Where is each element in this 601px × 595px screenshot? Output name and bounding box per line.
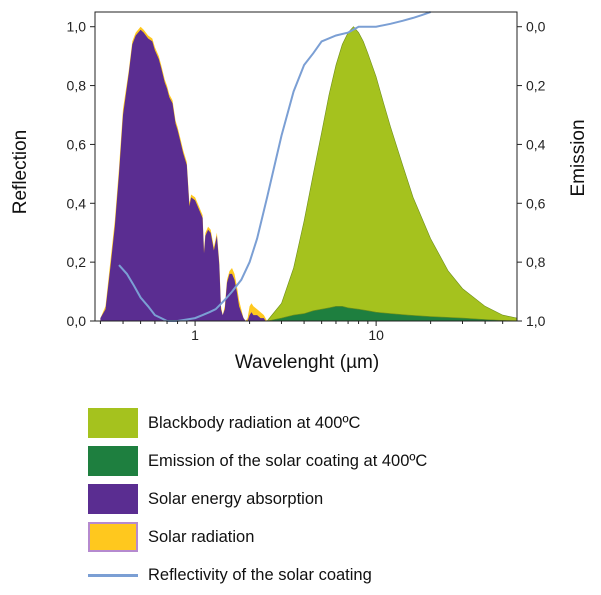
- y2-tick-label: 0,8: [526, 254, 546, 270]
- y-tick-label: 0,8: [67, 78, 87, 94]
- plot-area: [100, 11, 518, 322]
- series-area: [267, 306, 518, 322]
- y-tick-label: 1,0: [67, 19, 87, 35]
- y-tick-label: 0,6: [67, 136, 87, 152]
- chart: 0,00,20,40,60,81,0 0,00,20,40,60,81,01 10 …: [10, 11, 589, 373]
- legend-label: Reflectivity of the solar coating: [148, 566, 372, 584]
- legend-label: Solar radiation: [148, 528, 255, 546]
- legend-label: Blackbody radiation at 400ºC: [148, 414, 361, 432]
- y2-tick-label: 0,0: [526, 19, 546, 35]
- y-tick-label: 0,0: [67, 313, 87, 329]
- y-axis-title-left: Reflection: [10, 130, 31, 215]
- y-axis-title-right: Emission: [568, 119, 589, 196]
- series-area: [100, 29, 268, 321]
- plot-frame: [94, 11, 518, 322]
- y2-tick-label: 1,0: [526, 313, 546, 329]
- x-tick-label: 10: [368, 327, 384, 343]
- y2-tick-label: 0,2: [526, 78, 546, 94]
- y2-tick-label: 0,6: [526, 195, 546, 211]
- series-line: [118, 11, 431, 322]
- axes: 0,0 0,2 0,4 0,6 0,8 1,0 0,0 0,2 0,4 0,6 0,8 1,0 1 10: [67, 11, 546, 343]
- legend-swatch: [88, 446, 138, 476]
- legend-label: Emission of the solar coating at 400ºC: [148, 452, 428, 470]
- legend-swatch: [88, 408, 138, 438]
- legend-label: Solar energy absorption: [148, 490, 324, 508]
- legend-swatch: [88, 574, 138, 577]
- y2-tick-label: 0,4: [526, 136, 546, 152]
- series-area: [266, 26, 518, 322]
- x-axis-title: Wavelenght (µm): [235, 352, 379, 373]
- x-tick-label: 1: [191, 327, 199, 343]
- legend-swatch: [88, 522, 138, 552]
- y-tick-label: 0,2: [67, 254, 87, 270]
- y-tick-label: 0,4: [67, 195, 87, 211]
- legend-swatch: [88, 484, 138, 514]
